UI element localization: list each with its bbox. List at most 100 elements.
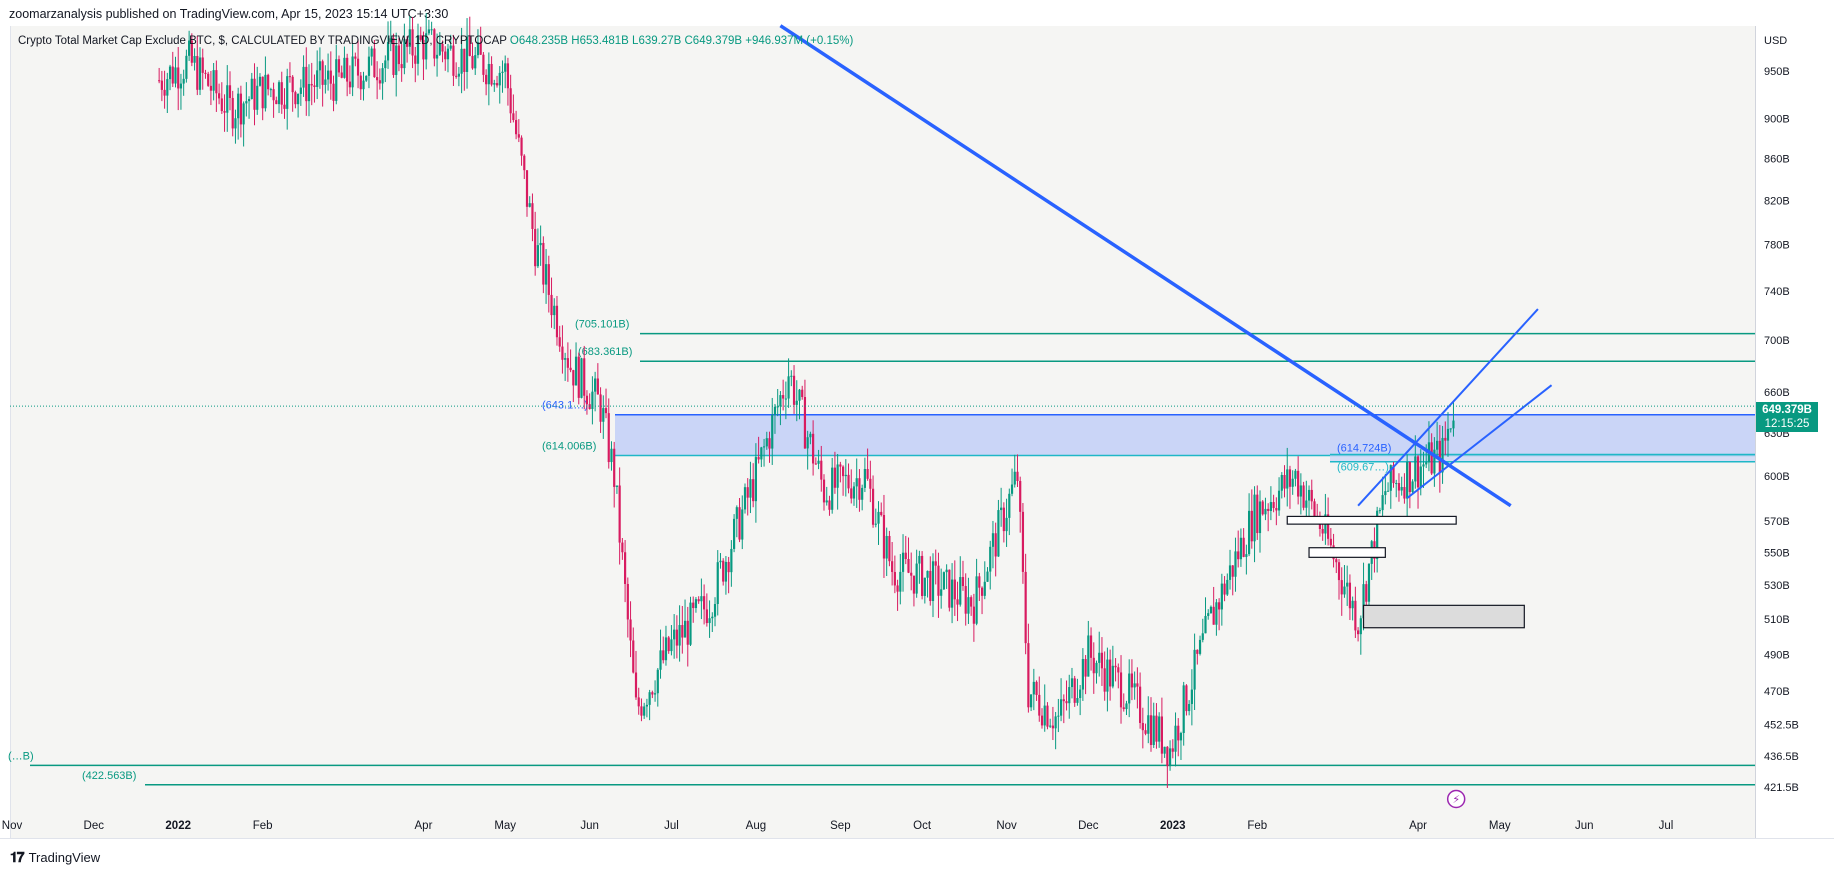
candle bbox=[673, 614, 676, 659]
legend-high: H653.481B bbox=[571, 35, 629, 47]
candle-body bbox=[1400, 487, 1403, 491]
candle-body bbox=[1256, 494, 1259, 534]
candle-body bbox=[656, 669, 659, 694]
candle bbox=[787, 358, 790, 408]
candle-body bbox=[231, 97, 234, 129]
candle bbox=[1354, 586, 1357, 638]
candle-body bbox=[1237, 551, 1240, 560]
candle-body bbox=[1177, 725, 1180, 741]
candle bbox=[1337, 558, 1341, 600]
candle bbox=[283, 88, 286, 119]
candle bbox=[367, 46, 371, 89]
candle bbox=[272, 82, 275, 118]
candle-body bbox=[855, 478, 858, 487]
candle-body bbox=[692, 602, 695, 609]
candle bbox=[1002, 502, 1005, 543]
candle bbox=[991, 520, 995, 569]
candle bbox=[495, 75, 499, 88]
candle-body bbox=[659, 650, 662, 670]
candle bbox=[408, 15, 411, 55]
tradingview-logo[interactable]: 𝟏𝟕 TradingView bbox=[10, 849, 100, 866]
candle-body bbox=[346, 57, 349, 82]
candle-body bbox=[792, 375, 796, 405]
candle-body bbox=[245, 101, 248, 104]
candle bbox=[1400, 476, 1403, 496]
candle-body bbox=[950, 579, 954, 608]
candle bbox=[1381, 476, 1384, 524]
candle-body bbox=[882, 515, 886, 559]
candle-body bbox=[171, 66, 174, 84]
candle-body bbox=[356, 58, 360, 76]
candle bbox=[662, 636, 665, 664]
candle-body bbox=[991, 533, 995, 547]
candle bbox=[400, 44, 403, 82]
y-tick-label: 740B bbox=[1764, 286, 1790, 298]
candle-body bbox=[400, 64, 403, 69]
candle bbox=[476, 29, 480, 59]
misc: ⚡ bbox=[10, 405, 1755, 809]
candle bbox=[1272, 494, 1275, 513]
candle bbox=[174, 56, 177, 88]
candle-body bbox=[1062, 699, 1065, 702]
candle bbox=[1117, 663, 1120, 689]
candle-body bbox=[1168, 748, 1172, 767]
candle bbox=[1051, 706, 1055, 741]
candle bbox=[438, 32, 441, 57]
candle bbox=[1043, 684, 1046, 732]
candle-body bbox=[948, 569, 951, 608]
candle-body bbox=[629, 619, 632, 641]
candle bbox=[937, 552, 940, 618]
candle bbox=[1152, 702, 1155, 748]
candle-body bbox=[673, 629, 676, 640]
candle-body bbox=[790, 375, 793, 377]
candle-body bbox=[817, 460, 820, 464]
candle-body bbox=[422, 39, 425, 60]
candle-body bbox=[384, 60, 387, 69]
candle-body bbox=[585, 395, 589, 405]
candle-body bbox=[1253, 494, 1256, 542]
legend-change: +946.937M (+0.15%) bbox=[745, 35, 854, 47]
price-axis[interactable] bbox=[1755, 26, 1834, 838]
candle bbox=[444, 46, 447, 71]
candle bbox=[610, 441, 613, 471]
candle-body bbox=[798, 389, 801, 401]
candle bbox=[264, 56, 267, 112]
candle bbox=[1138, 672, 1142, 729]
candle-body bbox=[904, 552, 907, 559]
candle bbox=[855, 458, 858, 508]
y-tick-label: 452.5B bbox=[1764, 719, 1799, 731]
candle-body bbox=[517, 134, 520, 138]
candle-body bbox=[1411, 481, 1414, 493]
candle bbox=[430, 21, 433, 35]
candle-body bbox=[1430, 442, 1433, 474]
candle bbox=[773, 403, 777, 434]
symbol-legend[interactable]: Crypto Total Market Cap Exclude BTC, $, … bbox=[18, 35, 853, 47]
candle-body bbox=[746, 487, 749, 498]
x-tick-label: Dec bbox=[84, 820, 105, 832]
candle-body bbox=[430, 29, 433, 31]
candle-body bbox=[825, 500, 828, 503]
candle bbox=[1441, 425, 1444, 484]
candle-body bbox=[632, 640, 635, 673]
candle bbox=[1359, 615, 1362, 655]
candle-body bbox=[1092, 657, 1095, 674]
legend-low: L639.27B bbox=[632, 35, 682, 47]
candle bbox=[651, 690, 654, 699]
candle-body bbox=[803, 396, 807, 449]
candle-body bbox=[1016, 471, 1019, 481]
last-price-badge: 649.379B 12:15:25 bbox=[1756, 402, 1818, 432]
candle bbox=[267, 73, 270, 96]
candle bbox=[1297, 456, 1300, 505]
candle-body bbox=[158, 80, 161, 82]
x-tick-label: Sep bbox=[830, 820, 850, 832]
candle bbox=[261, 76, 264, 121]
candle bbox=[1179, 731, 1183, 760]
candle bbox=[664, 625, 668, 666]
candle bbox=[1207, 609, 1210, 620]
candle bbox=[553, 298, 556, 330]
candle-body bbox=[1286, 469, 1289, 489]
candle bbox=[356, 39, 360, 89]
candle-body bbox=[275, 100, 278, 105]
candle-body bbox=[1414, 456, 1417, 482]
